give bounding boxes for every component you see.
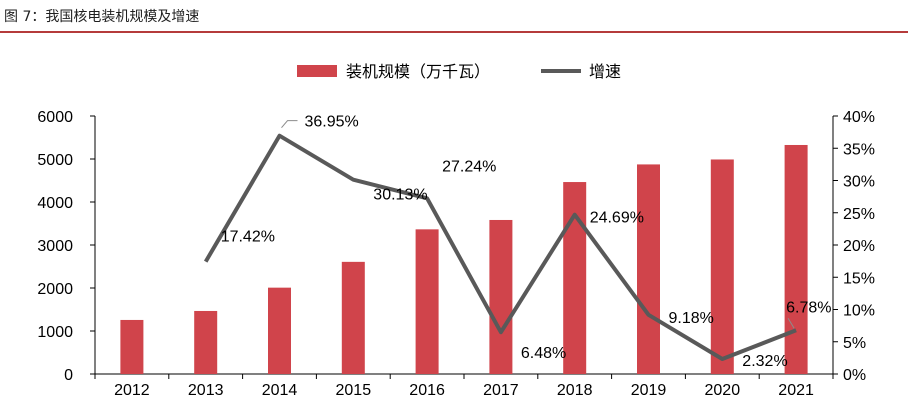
figure-title: 图 7：我国核电装机规模及增速 <box>4 9 200 25</box>
bar-2012 <box>120 319 144 374</box>
y-left-tick-label: 1000 <box>37 324 73 341</box>
y-right-tick-label: 40% <box>843 109 875 126</box>
data-label-2021: 6.78% <box>786 299 831 316</box>
data-label-2016: 27.24% <box>442 158 496 175</box>
bar-2018 <box>563 182 587 374</box>
y-left-tick-label: 2000 <box>37 281 73 298</box>
leader-line-2014 <box>281 120 298 128</box>
y-right-tick-label: 0% <box>843 367 866 384</box>
y-left-tick-label: 5000 <box>37 152 73 169</box>
bar-2017 <box>489 219 513 374</box>
y-right-tick-label: 20% <box>843 238 875 255</box>
data-label-2013: 17.42% <box>221 229 275 246</box>
data-label-2020: 2.32% <box>742 353 787 370</box>
y-right-tick-label: 25% <box>843 206 875 223</box>
x-tick-label: 2020 <box>705 382 741 399</box>
data-labels: 17.42% 36.95% 30.13% 27.24% 6.48% 24.69% 9.18%… <box>221 114 832 370</box>
growth-line <box>203 133 797 361</box>
bar-2015 <box>341 261 365 374</box>
x-tick-label: 2021 <box>778 382 814 399</box>
chart-axes: 0 1000 2000 3000 4000 5000 6000 0% 5% 10% 15% 20% 25… <box>37 109 875 399</box>
bar-2013 <box>194 310 218 374</box>
x-tick-label: 2014 <box>262 382 298 399</box>
bar-2021 <box>784 144 808 374</box>
bar-2019 <box>637 164 660 374</box>
data-label-2014: 36.95% <box>305 114 359 131</box>
legend: 装机规模（万千瓦） 增速 <box>297 62 621 81</box>
line-series <box>203 133 797 361</box>
y-right-tick-label: 30% <box>843 174 875 191</box>
legend-bar-label: 装机规模（万千瓦） <box>346 62 490 81</box>
y-right-tick-label: 15% <box>843 270 875 287</box>
header-rule <box>0 31 908 33</box>
x-tick-label: 2018 <box>557 382 593 399</box>
y-left-tick-label: 0 <box>64 367 73 384</box>
data-label-2018: 24.69% <box>590 210 644 227</box>
y-left-tick-label: 6000 <box>37 109 73 126</box>
legend-line-label: 增速 <box>589 62 621 81</box>
x-tick-label: 2017 <box>483 382 519 399</box>
chart-header: 图 7：我国核电装机规模及增速 <box>0 0 908 33</box>
x-tick-label: 2016 <box>409 382 445 399</box>
y-left-tick-label: 3000 <box>37 238 73 255</box>
bar-2016 <box>415 229 439 374</box>
y-right-tick-label: 35% <box>843 141 875 158</box>
bar-2014 <box>268 287 291 374</box>
x-tick-label: 2015 <box>336 382 372 399</box>
y-right-tick-label: 10% <box>843 303 875 320</box>
data-label-2015: 30.13% <box>373 187 427 204</box>
bar-series <box>120 144 808 374</box>
y-right-tick-label: 5% <box>843 335 866 352</box>
leader-line-2021 <box>787 318 795 329</box>
x-tick-label: 2019 <box>631 382 667 399</box>
bar-2020 <box>710 159 734 374</box>
y-left-tick-label: 4000 <box>37 195 73 212</box>
data-label-2019: 9.18% <box>669 310 714 327</box>
data-label-2017: 6.48% <box>521 345 566 362</box>
legend-bar-swatch <box>297 65 337 77</box>
x-tick-label: 2013 <box>188 382 224 399</box>
x-tick-label: 2012 <box>114 382 150 399</box>
